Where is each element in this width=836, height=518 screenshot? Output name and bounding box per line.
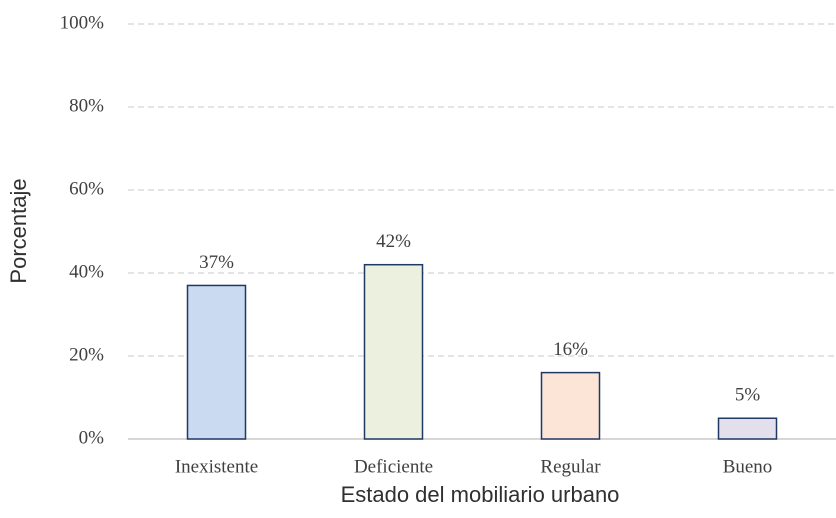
x-tick-label: Bueno	[723, 456, 773, 477]
y-tick-label: 20%	[69, 344, 104, 365]
bar	[540, 371, 601, 440]
data-label: 16%	[553, 339, 588, 360]
y-axis-title: Porcentaje	[6, 178, 31, 283]
data-label: 42%	[376, 231, 411, 252]
y-tick-label: 0%	[79, 427, 105, 448]
y-tick-label: 100%	[60, 12, 105, 33]
y-tick-label: 40%	[69, 261, 104, 282]
x-tick-label: Regular	[540, 456, 601, 477]
data-label: 37%	[199, 252, 234, 273]
y-tick-label: 80%	[69, 95, 104, 116]
bar	[186, 284, 247, 440]
y-tick-label: 60%	[69, 178, 104, 199]
x-tick-label: Inexistente	[175, 456, 258, 477]
data-label: 5%	[735, 385, 761, 406]
bar	[717, 417, 778, 440]
x-tick-label: Deficiente	[354, 456, 433, 477]
x-axis-title: Estado del mobiliario urbano	[341, 482, 620, 507]
bar	[363, 263, 424, 440]
